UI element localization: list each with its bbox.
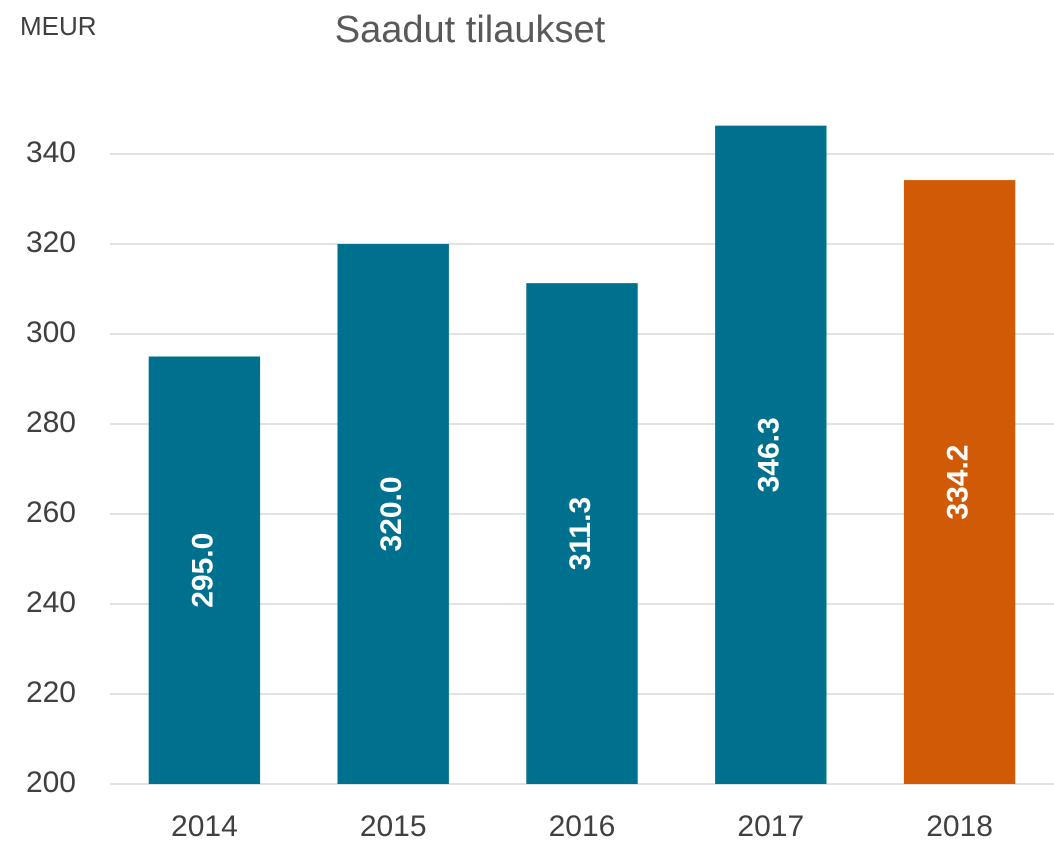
value-label: 295.0	[186, 533, 219, 608]
y-tick-label: 260	[26, 496, 76, 529]
bar	[526, 283, 638, 784]
y-tick-label: 240	[26, 586, 76, 619]
y-tick-label: 220	[26, 676, 76, 709]
bar	[337, 244, 449, 784]
y-tick-label: 300	[26, 316, 76, 349]
bar	[903, 180, 1016, 785]
y-tick-label: 200	[26, 766, 76, 799]
bar	[715, 125, 827, 784]
x-tick-label: 2017	[737, 810, 804, 843]
x-tick-label: 2014	[171, 810, 238, 843]
chart-title: Saadut tilaukset	[335, 9, 606, 51]
x-tick-label: 2016	[549, 810, 616, 843]
y-tick-label: 320	[26, 226, 76, 259]
value-label: 346.3	[753, 417, 786, 492]
value-label: 311.3	[564, 497, 597, 570]
y-axis-label: MEUR	[20, 11, 97, 41]
x-tick-label: 2018	[926, 810, 993, 843]
bar	[148, 356, 261, 784]
y-tick-label: 340	[26, 136, 76, 169]
y-tick-label: 280	[26, 406, 76, 439]
x-tick-label: 2015	[360, 810, 427, 843]
value-label: 320.0	[375, 476, 408, 551]
value-label: 334.2	[942, 445, 975, 520]
